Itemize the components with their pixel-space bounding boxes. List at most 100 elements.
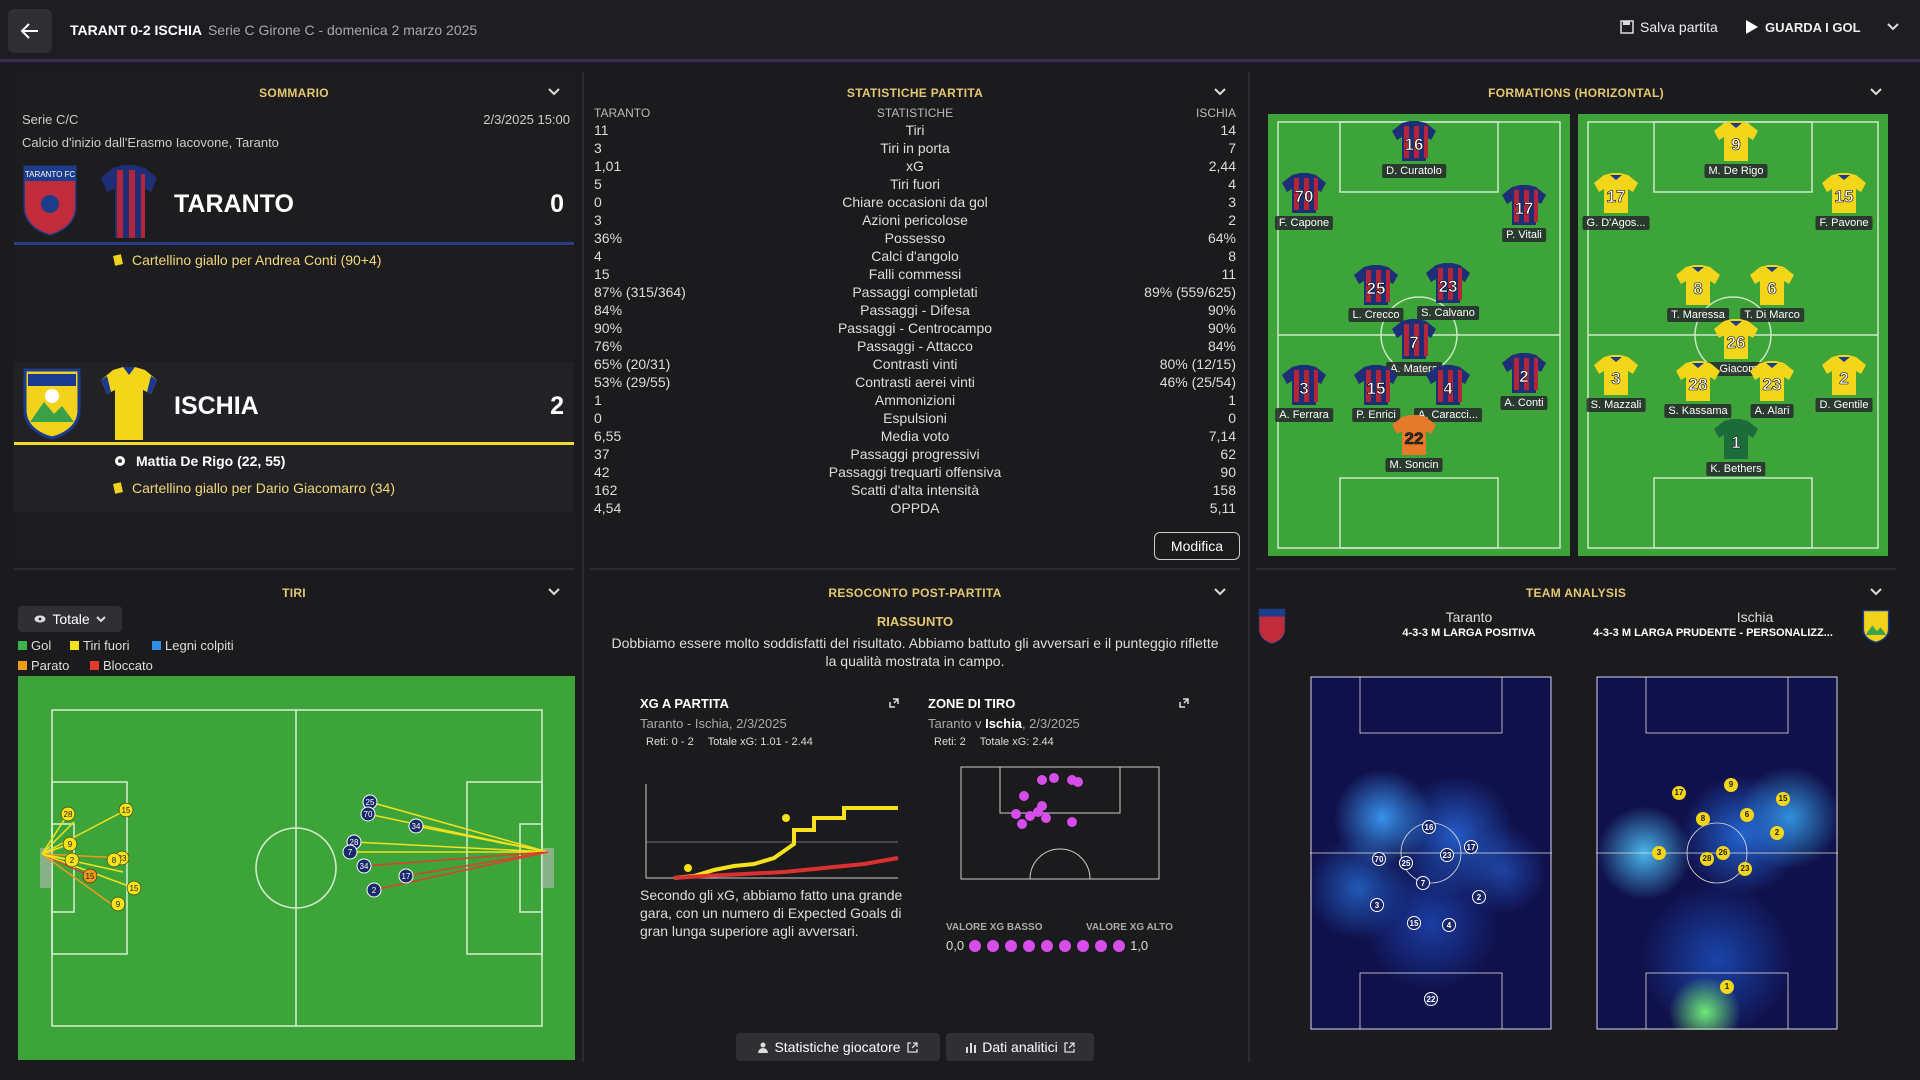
shot-marker[interactable] [408, 818, 424, 834]
player-name-label[interactable]: S. Kassama [1664, 404, 1732, 418]
shot-marker[interactable] [62, 836, 78, 852]
player-shirt[interactable]: 23 [1748, 360, 1796, 407]
player-shirt[interactable]: 7 [1390, 318, 1438, 365]
chevron-down-icon[interactable] [1870, 586, 1882, 598]
player-shirt[interactable]: 6 [1748, 264, 1796, 311]
shot-marker[interactable] [126, 880, 142, 896]
player-shirt[interactable]: 3 [1592, 354, 1640, 401]
player-shirt[interactable]: 17 [1592, 172, 1640, 219]
stat-row: 37 Passaggi progressivi 62 [590, 446, 1240, 464]
player-name-label[interactable]: P. Enrici [1352, 408, 1400, 422]
player-shirt[interactable]: 17 [1500, 184, 1548, 231]
player-name-label[interactable]: S. Calvano [1417, 306, 1479, 320]
shot-number: 17 [402, 872, 411, 881]
stat-label: Tiri [905, 122, 925, 138]
player-position-marker: 17 [1464, 840, 1478, 854]
player-name-label[interactable]: M. Soncin [1385, 458, 1443, 472]
shots-filter-dropdown[interactable]: Totale [18, 606, 122, 632]
analysis-home-tactic[interactable]: 4-3-3 M LARGA POSITIVA [1402, 627, 1536, 639]
player-name-label[interactable]: G. D'Agos... [1582, 216, 1650, 230]
shot-marker[interactable] [342, 844, 358, 860]
shot-marker[interactable] [110, 896, 126, 912]
player-shirt[interactable]: 22 [1390, 414, 1438, 461]
stat-label: Azioni pericolose [862, 212, 968, 228]
home-color-bar [14, 242, 574, 245]
svg-text:16: 16 [1405, 135, 1424, 154]
shot-marker[interactable] [356, 858, 372, 874]
player-shirt[interactable]: 16 [1390, 120, 1438, 167]
stat-label: Passaggi progressivi [850, 446, 980, 462]
stat-row: 84% Passaggi - Difesa 90% [590, 302, 1240, 320]
player-position-marker: 23 [1738, 862, 1752, 876]
player-name-label[interactable]: A. Alari [1750, 404, 1794, 418]
player-shirt[interactable]: 2 [1820, 354, 1868, 401]
stat-away-value: 1 [1228, 392, 1236, 408]
player-name-label[interactable]: T. Maressa [1667, 308, 1729, 322]
player-name-label[interactable]: A. Conti [1500, 396, 1548, 410]
legend-blocked: Bloccato [90, 658, 153, 673]
player-name-label[interactable]: F. Capone [1274, 216, 1334, 230]
player-shirt[interactable]: 3 [1280, 364, 1328, 411]
player-shirt[interactable]: 70 [1280, 172, 1328, 219]
player-shirt[interactable]: 15 [1820, 172, 1868, 219]
chevron-down-icon[interactable] [1886, 23, 1899, 31]
back-button[interactable] [8, 9, 52, 53]
save-icon [1620, 20, 1634, 34]
player-name-label[interactable]: D. Curatolo [1382, 164, 1446, 178]
stat-label: Media voto [880, 428, 950, 444]
player-shirt[interactable]: 28 [1674, 360, 1722, 407]
away-card-event: Cartellino giallo per Dario Giacomarro (… [113, 480, 395, 496]
chevron-down-icon[interactable] [1214, 586, 1226, 598]
shot-marker[interactable] [118, 802, 134, 818]
stat-row: 1,01 xG 2,44 [590, 158, 1240, 176]
player-name-label[interactable]: K. Bethers [1706, 462, 1766, 476]
player-name-label[interactable]: T. Di Marco [1740, 308, 1804, 322]
chevron-down-icon[interactable] [1214, 86, 1226, 98]
shot-marker[interactable] [366, 882, 382, 898]
svg-text:2: 2 [1839, 369, 1848, 388]
player-shirt[interactable]: 23 [1424, 262, 1472, 309]
player-name-label[interactable]: M. De Rigo [1704, 164, 1768, 178]
edit-button[interactable]: Modifica [1154, 532, 1240, 560]
player-name-label[interactable]: L. Crecco [1348, 308, 1404, 322]
shot-line [41, 813, 69, 855]
player-stats-button[interactable]: Statistiche giocatore [736, 1033, 940, 1061]
player-name-label[interactable]: A. Matera [1386, 362, 1442, 376]
chevron-down-icon[interactable] [548, 86, 560, 98]
player-shirt[interactable]: 15 [1352, 364, 1400, 411]
expand-icon[interactable] [1178, 697, 1190, 709]
player-shirt[interactable]: 26 [1712, 318, 1760, 365]
chevron-down-icon[interactable] [1870, 86, 1882, 98]
save-match-button[interactable]: Salva partita [1620, 19, 1718, 35]
analytics-data-button[interactable]: Dati analitici [946, 1033, 1094, 1061]
player-name-label[interactable]: F. Pavone [1815, 216, 1873, 230]
shot-marker[interactable] [360, 806, 376, 822]
shot-marker[interactable] [106, 852, 122, 868]
svg-text:26: 26 [1727, 333, 1746, 352]
player-shirt[interactable]: 2 [1500, 352, 1548, 399]
bar-chart-icon [966, 1042, 977, 1053]
report-title: RESOCONTO POST-PARTITA [828, 586, 1002, 600]
external-link-icon [906, 1041, 918, 1053]
player-name-label[interactable]: S. Mazzali [1586, 398, 1646, 412]
analysis-away-tactic[interactable]: 4-3-3 M LARGA PRUDENTE - PERSONALIZZ... [1593, 627, 1833, 639]
player-shirt[interactable]: 8 [1674, 264, 1722, 311]
player-name-label[interactable]: A. Caracci... [1414, 408, 1482, 422]
player-shirt[interactable]: 1 [1712, 418, 1760, 465]
player-shirt[interactable]: 25 [1352, 264, 1400, 311]
xg-summary: Reti: 0 - 2 Totale xG: 1.01 - 2.44 [646, 736, 813, 748]
shot-marker[interactable] [398, 868, 414, 884]
player-name-label[interactable]: D. Gentile [1815, 398, 1873, 412]
shot-marker[interactable] [82, 868, 98, 884]
expand-icon[interactable] [888, 697, 900, 709]
stat-away-value: 158 [1212, 482, 1236, 498]
shot-marker[interactable] [60, 806, 76, 822]
player-name-label[interactable]: A. Ferrara [1275, 408, 1333, 422]
watch-goals-button[interactable]: GUARDA I GOL [1745, 19, 1899, 35]
player-shirt[interactable]: 4 [1424, 364, 1472, 411]
player-shirt[interactable]: 9 [1712, 120, 1760, 167]
shot-marker[interactable] [64, 852, 80, 868]
chevron-down-icon[interactable] [548, 586, 560, 598]
stat-label: Passaggi trequarti offensiva [828, 464, 1002, 480]
player-name-label[interactable]: P. Vitali [1502, 228, 1546, 242]
